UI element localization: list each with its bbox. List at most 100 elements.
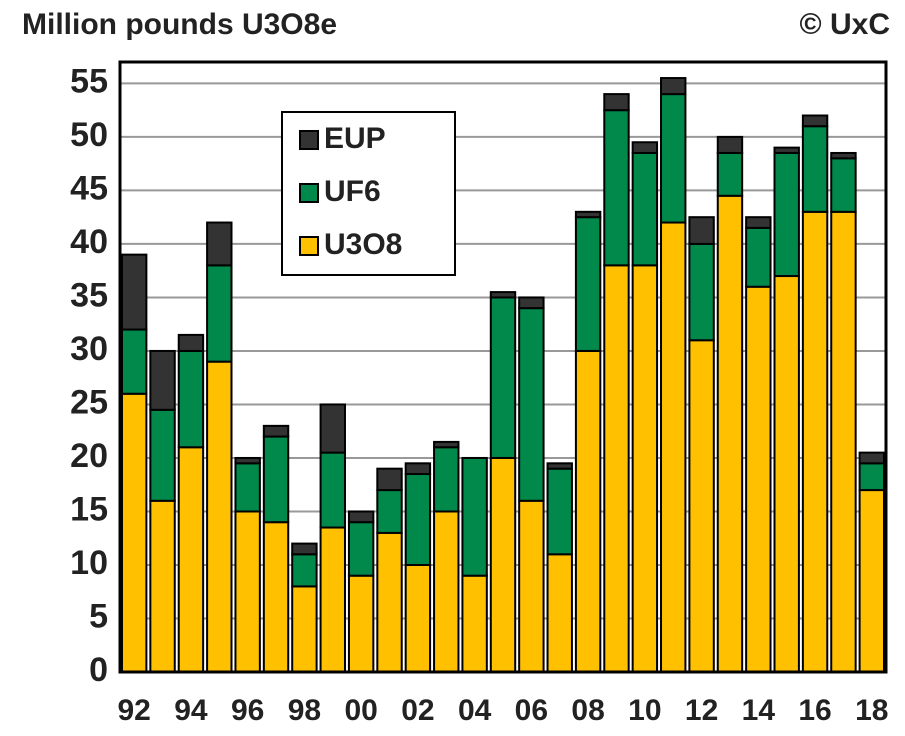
x-tick-label: 18 [855, 694, 888, 727]
bar-segment [319, 451, 346, 529]
bar-segment [149, 499, 176, 674]
x-tick-label: 10 [628, 694, 661, 727]
bar-segment [347, 574, 375, 673]
bar-segment [376, 467, 403, 492]
legend-swatch [299, 236, 319, 256]
bar-segment [461, 574, 488, 673]
bar-segment [206, 360, 233, 673]
x-tick-label: 94 [174, 694, 208, 727]
x-tick-label: 16 [798, 694, 831, 727]
y-tick-label: 55 [70, 62, 108, 100]
bar-segment [291, 553, 318, 588]
bar-segment [631, 151, 659, 267]
bar-segment [149, 349, 176, 411]
y-tick-label: 0 [89, 651, 108, 689]
bar-segment [433, 510, 460, 674]
bar-segment [801, 114, 829, 128]
bar-segment [716, 135, 744, 154]
bar-segment [518, 296, 545, 310]
x-tick-label: 92 [117, 694, 150, 727]
bar-segment [234, 510, 261, 674]
bar-segment [660, 93, 687, 224]
bar-segment [688, 216, 715, 245]
bar-segment [773, 275, 800, 673]
bar-segment [830, 151, 857, 160]
bar-segment [631, 264, 659, 673]
x-tick-label: 04 [458, 694, 492, 727]
bar-segment [546, 553, 573, 673]
x-tick-label: 12 [685, 694, 718, 727]
x-tick-label: 96 [231, 694, 264, 727]
bar-segment [177, 446, 205, 673]
bar-segment [518, 499, 545, 674]
bar-segment [433, 440, 460, 449]
plot-frame [118, 60, 888, 674]
bar-segment [177, 349, 205, 449]
y-tick-label: 20 [70, 437, 108, 475]
bar-segment [603, 109, 630, 267]
bar-segment [858, 489, 886, 674]
x-tick-label: 06 [515, 694, 548, 727]
bar-segment [688, 339, 715, 673]
bar-segment [319, 403, 346, 454]
legend-label: UF6 [324, 175, 381, 208]
y-tick-label: 35 [70, 276, 108, 314]
bar-segment [546, 462, 573, 470]
bar-segment [120, 253, 148, 331]
bar-segment [801, 125, 829, 213]
bar-segment [830, 210, 857, 673]
bar-segment [574, 216, 602, 352]
bar-segment [830, 157, 857, 213]
bar-segment [660, 77, 687, 96]
bar-segment [404, 473, 432, 566]
y-tick-label: 50 [70, 116, 108, 154]
bar-segment [234, 462, 261, 513]
bar-segment [773, 151, 800, 278]
bar-segment [120, 328, 148, 395]
bar-segment [319, 526, 346, 673]
bar-segment [546, 467, 573, 556]
bar-segment [376, 531, 403, 673]
bar-segment [149, 408, 176, 502]
bar-segment [518, 307, 545, 502]
bar-segment [716, 194, 744, 673]
bar-segment [574, 349, 602, 673]
bar-segment [489, 296, 517, 459]
bar-segment [291, 585, 318, 674]
x-tick-label: 00 [344, 694, 377, 727]
bar-segment [745, 226, 772, 288]
y-tick-label: 25 [70, 383, 108, 421]
bar-segment [234, 456, 261, 465]
bar-segment [262, 521, 290, 673]
bar-segment [603, 264, 630, 673]
x-tick-label: 02 [401, 694, 434, 727]
y-tick-label: 10 [70, 544, 108, 582]
y-tick-label: 45 [70, 169, 108, 207]
bar-segment [404, 563, 432, 674]
bar-segment [177, 333, 205, 352]
bar-segment [688, 242, 715, 342]
y-tick-label: 5 [89, 597, 108, 635]
bar-segment [262, 424, 290, 438]
bar-segment [404, 462, 432, 476]
chart-title: Million pounds U3O8e [22, 8, 337, 41]
bar-segment [716, 151, 744, 197]
bar-segment [291, 542, 318, 556]
legend-label: U3O8 [324, 228, 402, 261]
y-tick-label: 30 [70, 330, 108, 368]
bar-segment [631, 141, 659, 154]
bar-segment [489, 291, 517, 299]
legend-swatch [299, 130, 319, 150]
bar-segment [660, 221, 687, 674]
y-tick-label: 15 [70, 490, 108, 528]
bar-segment [206, 264, 233, 363]
y-tick-label: 40 [70, 223, 108, 261]
bar-segment [206, 221, 233, 267]
legend-swatch [299, 183, 319, 203]
x-tick-label: 08 [571, 694, 604, 727]
bar-segment [773, 146, 800, 154]
x-tick-label: 98 [288, 694, 321, 727]
bar-segment [461, 456, 488, 577]
bar-segment [603, 93, 630, 112]
